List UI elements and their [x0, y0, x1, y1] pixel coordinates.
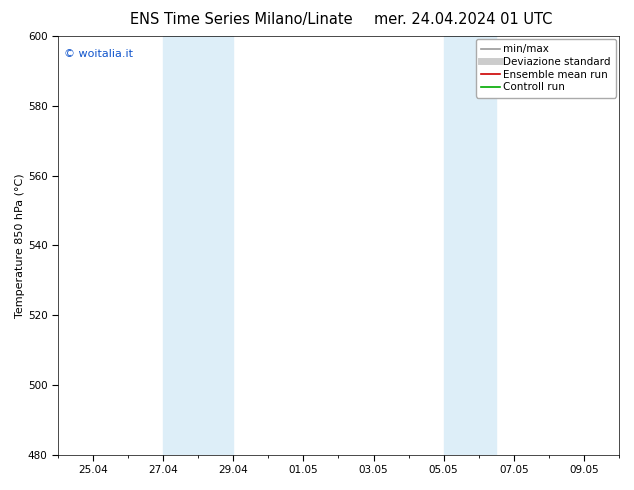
Bar	[444, 36, 496, 455]
Bar	[163, 36, 233, 455]
Text: mer. 24.04.2024 01 UTC: mer. 24.04.2024 01 UTC	[373, 12, 552, 27]
Text: ENS Time Series Milano/Linate: ENS Time Series Milano/Linate	[129, 12, 353, 27]
Y-axis label: Temperature 850 hPa (°C): Temperature 850 hPa (°C)	[15, 173, 25, 318]
Legend: min/max, Deviazione standard, Ensemble mean run, Controll run: min/max, Deviazione standard, Ensemble m…	[476, 39, 616, 98]
Text: © woitalia.it: © woitalia.it	[63, 49, 133, 59]
